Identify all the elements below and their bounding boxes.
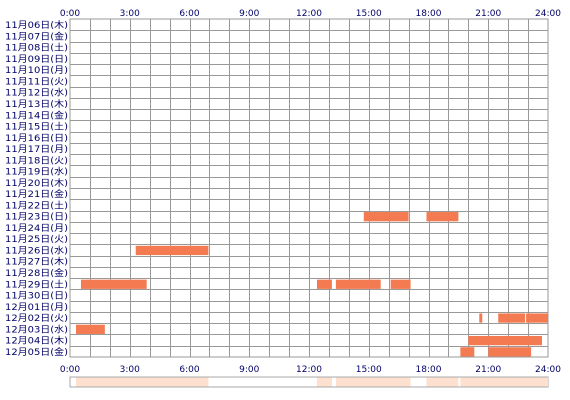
x-tick-label: 24:00 (535, 365, 561, 375)
y-axis-labels: 11月06日(木)11月07日(金)11月08日(土)11月09日(日)11月1… (5, 19, 68, 358)
x-tick-label: 9:00 (239, 9, 259, 19)
y-row-label: 11月18日(火) (5, 155, 68, 166)
activity-bar (460, 347, 475, 357)
summary-strip (69, 376, 549, 388)
x-tick-label: 15:00 (356, 365, 382, 375)
y-row-label: 12月05日(金) (5, 346, 68, 358)
x-tick-label: 12:00 (296, 365, 322, 375)
activity-bar (80, 279, 147, 289)
activity-bar (390, 279, 411, 289)
y-row-label: 11月30日(日) (5, 291, 68, 302)
y-row-label: 11月12日(水) (5, 87, 68, 99)
y-row-label: 11月13日(木) (5, 98, 68, 110)
activity-bar (75, 324, 105, 334)
x-tick-label: 15:00 (356, 9, 382, 19)
x-tick-label: 18:00 (416, 9, 442, 19)
activity-bar (426, 212, 459, 222)
activity-bar (498, 313, 526, 323)
x-tick-label: 21:00 (475, 365, 501, 375)
activity-bar (468, 335, 543, 346)
activity-bar (363, 212, 409, 222)
y-row-label: 11月17日(月) (5, 144, 68, 155)
activity-bar (316, 279, 332, 289)
activity-bars (75, 212, 548, 357)
y-row-label: 11月19日(水) (5, 166, 68, 178)
y-row-label: 11月15日(土) (5, 121, 68, 133)
summary-segment (316, 377, 332, 387)
x-axis-ticks: 0:00 0:00 3:00 3:00 6:00 6:00 9:00 9:00 12:00 12:… (60, 9, 561, 375)
y-row-label: 11月28日(金) (5, 267, 68, 279)
y-row-label: 11月24日(月) (5, 223, 68, 234)
x-tick-label: 6:00 (179, 365, 199, 375)
x-tick-label: 3:00 (120, 9, 140, 19)
x-tick-label: 0:00 (60, 9, 80, 19)
y-row-label: 11月27日(木) (5, 256, 68, 268)
summary-segment (335, 377, 381, 387)
y-row-label: 11月07日(金) (5, 30, 68, 42)
y-row-label: 12月04日(木) (5, 335, 68, 347)
x-tick-label: 24:00 (535, 9, 561, 19)
summary-segment (390, 377, 411, 387)
summary-segment (75, 377, 105, 387)
y-row-label: 11月26日(水) (5, 244, 68, 256)
summary-segment (460, 377, 475, 387)
x-tick-label: 18:00 (416, 365, 442, 375)
x-tick-label: 6:00 (179, 9, 199, 19)
y-row-label: 11月22日(土) (5, 199, 68, 211)
y-row-label: 11月10日(月) (5, 65, 68, 76)
y-row-label: 12月02日(火) (5, 313, 68, 324)
y-row-label: 12月03日(水) (5, 323, 68, 335)
x-tick-label: 9:00 (239, 365, 259, 375)
y-row-label: 11月29日(土) (5, 278, 68, 290)
summary-segment (80, 377, 147, 387)
summary-segment (426, 377, 459, 387)
x-tick-label: 3:00 (120, 365, 140, 375)
activity-bar (488, 347, 532, 357)
y-row-label: 11月06日(木) (5, 19, 68, 31)
y-row-label: 12月01日(月) (5, 302, 68, 313)
activity-bar (335, 279, 381, 289)
y-row-label: 11月14日(金) (5, 109, 68, 121)
chart-grid (69, 18, 549, 358)
summary-segment (363, 377, 409, 387)
y-row-label: 11月23日(日) (5, 212, 68, 223)
y-row-label: 11月25日(火) (5, 234, 68, 245)
summary-segment (488, 377, 532, 387)
activity-bar (526, 313, 548, 323)
y-row-label: 11月20日(木) (5, 177, 68, 189)
x-tick-label: 0:00 (60, 365, 80, 375)
y-row-label: 11月08日(土) (5, 42, 68, 54)
x-tick-label: 12:00 (296, 9, 322, 19)
summary-segment (135, 377, 209, 387)
x-tick-label: 21:00 (475, 9, 501, 19)
activity-bar (479, 313, 483, 323)
activity-bar (135, 245, 209, 256)
y-row-label: 11月11日(火) (5, 76, 68, 87)
y-row-label: 11月21日(金) (5, 188, 68, 200)
y-row-label: 11月09日(日) (5, 54, 68, 65)
y-row-label: 11月16日(日) (5, 133, 68, 144)
